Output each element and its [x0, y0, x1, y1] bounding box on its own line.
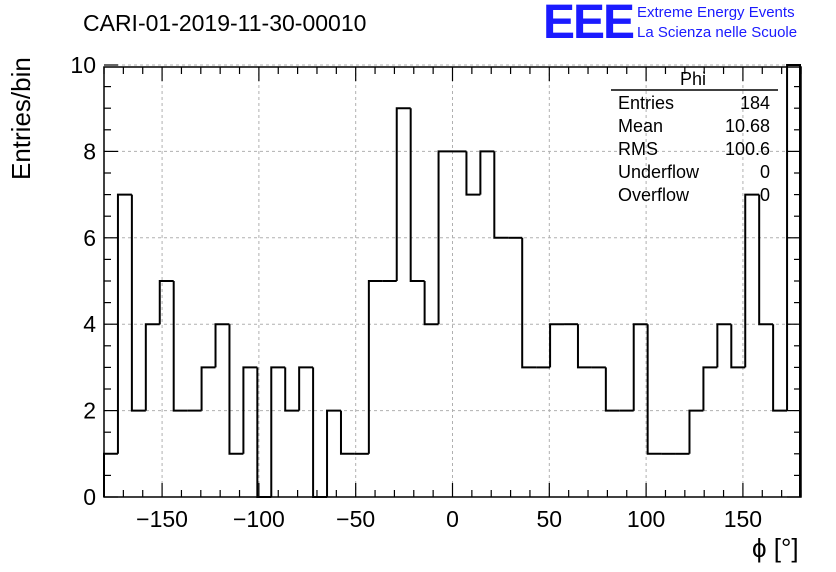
histogram-bin [130, 194, 146, 412]
x-tick-label: 150 [724, 506, 762, 532]
histogram-bin [772, 324, 788, 412]
logo-text-line2: La Scienza nelle Scuole [637, 24, 798, 41]
stats-value: 10.68 [724, 116, 770, 136]
stats-label: Entries [618, 93, 675, 113]
stats-title: Phi [680, 69, 707, 89]
histogram-bin [339, 410, 355, 455]
histogram-bin [395, 107, 411, 281]
x-tick-label: 100 [627, 506, 665, 532]
histogram-bin [367, 280, 383, 454]
histogram-bin [521, 237, 537, 369]
histogram-bin [744, 193, 760, 368]
histogram-bin [409, 108, 425, 282]
eee-logo: EEE [543, 0, 635, 49]
histogram-bin [312, 367, 328, 498]
histogram-bin [688, 409, 704, 454]
stats-value: 184 [739, 93, 770, 113]
x-tick-label: −100 [233, 506, 285, 532]
chart-title: CARI-01-2019-11-30-00010 [83, 10, 367, 36]
histogram-bin [758, 194, 774, 326]
histogram-bin [716, 323, 732, 368]
y-tick-label: 0 [83, 484, 96, 510]
x-axis-label: ϕ [°] [752, 533, 799, 563]
histogram-bin [576, 324, 592, 369]
histogram-bin [256, 367, 272, 498]
histogram-bin [144, 323, 160, 411]
histogram-bin [549, 323, 565, 368]
histogram-bin [465, 151, 481, 196]
histogram-bin [632, 323, 648, 411]
histogram-bin [116, 193, 132, 454]
y-tick-label: 10 [70, 52, 96, 78]
stats-label: Underflow [618, 162, 700, 182]
histogram-bin [284, 367, 300, 412]
x-tick-label: −50 [336, 506, 375, 532]
stats-label: Mean [618, 116, 664, 136]
histogram-bin [200, 366, 216, 411]
histogram-bin [604, 367, 620, 412]
histogram-bin [242, 366, 258, 454]
histogram-bin [158, 280, 174, 325]
histogram-bin [214, 323, 230, 368]
histogram-bin [493, 151, 509, 239]
histogram-bin [479, 150, 495, 195]
y-tick-label: 2 [83, 398, 96, 424]
histogram-bin [702, 366, 718, 411]
stats-label: RMS [618, 139, 658, 159]
stats-label: Overflow [618, 185, 690, 205]
histogram-bin [228, 324, 244, 455]
histogram-bin [298, 366, 314, 411]
histogram-bin [270, 366, 286, 497]
logo-text-line1: Extreme Energy Events [637, 4, 795, 21]
histogram-bin [423, 281, 439, 326]
y-tick-label: 6 [83, 225, 96, 251]
x-tick-label: 0 [446, 506, 459, 532]
y-tick-label: 4 [83, 311, 96, 337]
y-tick-label: 8 [83, 138, 96, 164]
x-tick-label: −150 [136, 506, 188, 532]
histogram-bin [437, 150, 453, 325]
x-tick-label: 50 [537, 506, 563, 532]
histogram-bin [730, 324, 746, 369]
histogram-bin [172, 281, 188, 412]
histogram-bin [326, 409, 341, 497]
stats-value: 100.6 [724, 139, 770, 159]
stats-value: 0 [759, 162, 770, 182]
histogram-bin [646, 324, 662, 455]
stats-value: 0 [759, 185, 770, 205]
